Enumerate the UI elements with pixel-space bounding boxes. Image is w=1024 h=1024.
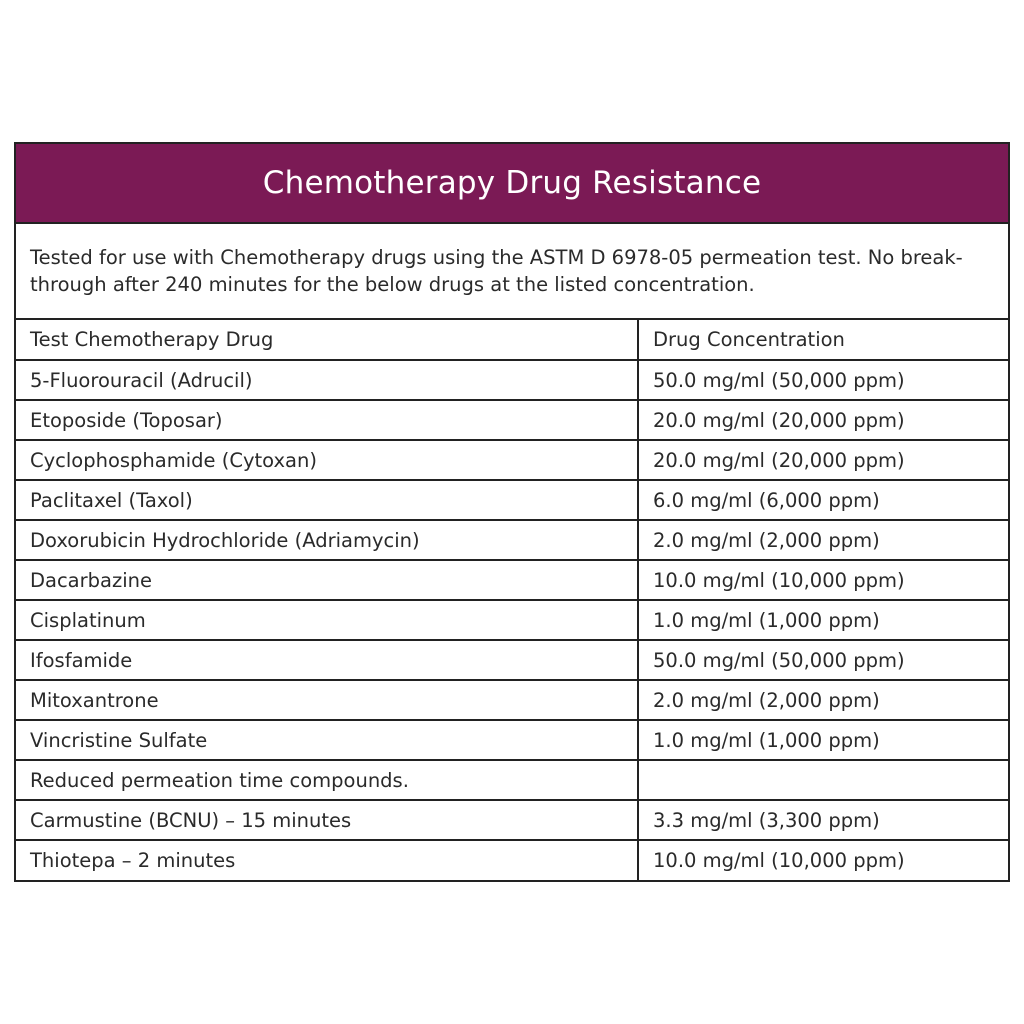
page-title: Chemotherapy Drug Resistance — [262, 165, 762, 201]
drug-name-cell: Cisplatinum — [16, 600, 638, 641]
table-header-row: Test Chemotherapy Drug Drug Concentratio… — [16, 320, 1008, 361]
concentration-cell: 3.3 mg/ml (3,300 ppm) — [637, 800, 1008, 841]
concentration-cell: 20.0 mg/ml (20,000 ppm) — [637, 400, 1008, 441]
table-row: Paclitaxel (Taxol) 6.0 mg/ml (6,000 ppm) — [16, 480, 1008, 521]
table-row: Mitoxantrone 2.0 mg/ml (2,000 ppm) — [16, 680, 1008, 721]
drug-name-cell: Cyclophosphamide (Cytoxan) — [16, 440, 638, 481]
section-note-cell: Reduced permeation time compounds. — [16, 760, 638, 801]
concentration-cell: 2.0 mg/ml (2,000 ppm) — [637, 520, 1008, 561]
drug-name-cell: Vincristine Sulfate — [16, 720, 638, 761]
concentration-cell: 50.0 mg/ml (50,000 ppm) — [637, 360, 1008, 401]
table-row: Ifosfamide 50.0 mg/ml (50,000 ppm) — [16, 640, 1008, 681]
intro-paragraph: Tested for use with Chemotherapy drugs u… — [16, 224, 1008, 320]
drug-name-cell: 5-Fluorouracil (Adrucil) — [16, 360, 638, 401]
concentration-cell: 10.0 mg/ml (10,000 ppm) — [637, 840, 1008, 880]
concentration-cell: 1.0 mg/ml (1,000 ppm) — [637, 720, 1008, 761]
drug-name-cell: Mitoxantrone — [16, 680, 638, 721]
table-row: Vincristine Sulfate 1.0 mg/ml (1,000 ppm… — [16, 720, 1008, 761]
drug-name-cell: Dacarbazine — [16, 560, 638, 601]
title-banner: Chemotherapy Drug Resistance — [16, 144, 1008, 224]
drug-name-cell: Doxorubicin Hydrochloride (Adriamycin) — [16, 520, 638, 561]
chemo-resistance-card: Chemotherapy Drug Resistance Tested for … — [14, 142, 1010, 882]
drug-name-cell: Carmustine (BCNU) – 15 minutes — [16, 800, 638, 841]
concentration-cell: 6.0 mg/ml (6,000 ppm) — [637, 480, 1008, 521]
concentration-cell: 2.0 mg/ml (2,000 ppm) — [637, 680, 1008, 721]
table-body: 5-Fluorouracil (Adrucil) 50.0 mg/ml (50,… — [16, 360, 1008, 880]
concentration-cell: 20.0 mg/ml (20,000 ppm) — [637, 440, 1008, 481]
drug-name-cell: Ifosfamide — [16, 640, 638, 681]
table-row: Doxorubicin Hydrochloride (Adriamycin) 2… — [16, 520, 1008, 561]
table-row: Cisplatinum 1.0 mg/ml (1,000 ppm) — [16, 600, 1008, 641]
drug-table: Test Chemotherapy Drug Drug Concentratio… — [16, 320, 1008, 880]
section-note-row: Reduced permeation time compounds. — [16, 760, 1008, 801]
drug-name-cell: Thiotepa – 2 minutes — [30, 849, 236, 872]
table-row: Etoposide (Toposar) 20.0 mg/ml (20,000 p… — [16, 400, 1008, 441]
drug-name-cell: Etoposide (Toposar) — [16, 400, 638, 441]
table-row: 5-Fluorouracil (Adrucil) 50.0 mg/ml (50,… — [16, 360, 1008, 401]
column-header-concentration: Drug Concentration — [637, 320, 1008, 361]
column-header-drug: Test Chemotherapy Drug — [16, 320, 638, 361]
table-row: Carmustine (BCNU) – 15 minutes 3.3 mg/ml… — [16, 800, 1008, 841]
table-row: Cyclophosphamide (Cytoxan) 20.0 mg/ml (2… — [16, 440, 1008, 481]
concentration-cell — [637, 760, 1008, 801]
concentration-cell: 10.0 mg/ml (10,000 ppm) — [637, 560, 1008, 601]
concentration-cell: 1.0 mg/ml (1,000 ppm) — [637, 600, 1008, 641]
table-row: Dacarbazine 10.0 mg/ml (10,000 ppm) — [16, 560, 1008, 601]
drug-name-cell: Paclitaxel (Taxol) — [16, 480, 638, 521]
concentration-cell: 50.0 mg/ml (50,000 ppm) — [637, 640, 1008, 681]
table-row: Thiotepa – 2 minutes 10.0 mg/ml (10,000 … — [16, 840, 1008, 880]
